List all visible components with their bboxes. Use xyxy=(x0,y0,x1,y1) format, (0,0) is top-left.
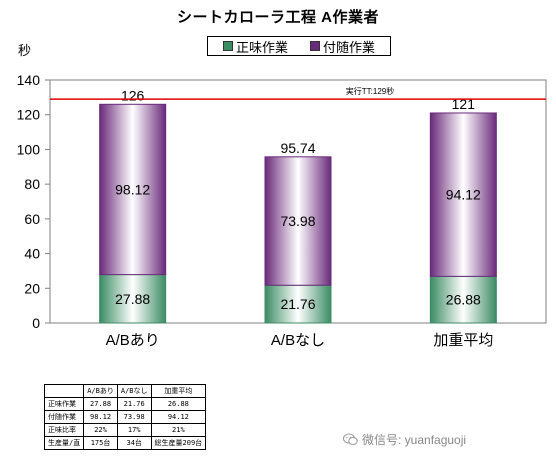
y-tick-label: 140 xyxy=(17,72,41,88)
watermark: 微信号: yuanfaguoji xyxy=(343,431,466,448)
bar-segment xyxy=(429,275,497,324)
x-tick-label: 加重平均 xyxy=(433,332,493,349)
x-tick-label: A/Bなし xyxy=(271,332,325,349)
y-tick-label: 0 xyxy=(32,315,40,331)
data-label: 27.88 xyxy=(115,291,150,307)
table-row-label: 正味作業 xyxy=(43,397,85,411)
legend-item-net-work: 正味作業 xyxy=(222,37,288,56)
table-row: 正味作業 27.88 21.76 26.88 xyxy=(43,397,207,411)
table-cell: 22% xyxy=(83,423,118,437)
total-label: 95.74 xyxy=(280,140,315,156)
table-row-label: 正味比率 xyxy=(43,423,85,437)
legend-item-incidental-work: 付随作業 xyxy=(309,37,375,56)
bar-segment xyxy=(99,103,167,276)
chart-title: シートカローラ工程 A作業者 xyxy=(176,9,379,26)
table-row-label: 付随作業 xyxy=(43,410,85,424)
table-cell: 175台 xyxy=(83,436,118,450)
table-cell: 27.88 xyxy=(83,397,118,411)
total-label: 126 xyxy=(121,87,145,103)
table-cell: 26.88 xyxy=(150,397,207,411)
table-cell: 73.98 xyxy=(116,410,152,424)
data-label: 94.12 xyxy=(446,187,481,203)
x-tick-label: A/Bあり xyxy=(106,332,160,349)
watermark-text: 微信号: yuanfaguoji xyxy=(362,433,467,447)
table-row: 正味比率 22% 17% 21% xyxy=(43,423,207,437)
table-cell: 98.12 xyxy=(83,410,118,424)
table-header-cell: A/Bなし xyxy=(116,384,152,398)
data-label: 26.88 xyxy=(446,292,481,308)
table-cell: 21% xyxy=(150,423,207,437)
y-tick-label: 40 xyxy=(24,246,40,262)
table-cell: 34台 xyxy=(116,436,152,450)
y-tick-label: 80 xyxy=(24,176,40,192)
table-header-cell xyxy=(43,384,85,398)
takt-time-label: 実行TT:129秒 xyxy=(346,86,394,96)
stacked-bar-chart: 0 20 40 60 80 100 120 140 27.88 98.12 126 A/Bあり 21.7… xyxy=(17,72,547,349)
bar-segment xyxy=(429,112,497,277)
wechat-icon xyxy=(343,433,358,445)
table-cell: 94.12 xyxy=(150,410,207,424)
y-tick-label: 100 xyxy=(17,141,41,157)
table-cell: 17% xyxy=(116,423,152,437)
y-tick-label: 20 xyxy=(24,280,40,296)
table-cell: 総生産量209台 xyxy=(150,436,207,450)
bar-segment xyxy=(264,156,332,286)
legend-swatch-incidental-work xyxy=(309,41,320,51)
table-cell: 21.76 xyxy=(116,397,152,411)
legend-swatch-net-work xyxy=(222,41,233,51)
legend-label-incidental-work: 付随作業 xyxy=(322,39,375,55)
data-label: 21.76 xyxy=(280,296,315,312)
data-table: A/Bあり A/Bなし 加重平均 正味作業 27.88 21.76 26.88 … xyxy=(43,384,207,450)
legend-label-net-work: 正味作業 xyxy=(235,39,288,55)
y-axis-label: 秒 xyxy=(18,43,32,58)
table-row: 生産量/直 175台 34台 総生産量209台 xyxy=(43,436,207,450)
table-header-cell: 加重平均 xyxy=(150,384,207,398)
y-tick-label: 60 xyxy=(24,211,40,227)
table-row-label: 生産量/直 xyxy=(43,436,85,450)
chart-legend: 正味作業 付随作業 xyxy=(207,36,391,56)
table-header-cell: A/Bあり xyxy=(83,384,118,398)
total-label: 121 xyxy=(452,96,476,112)
table-row: 付随作業 98.12 73.98 94.12 xyxy=(43,410,207,424)
data-label: 98.12 xyxy=(115,181,150,197)
data-label: 73.98 xyxy=(280,213,315,229)
bar-segment xyxy=(264,284,332,324)
y-tick-label: 120 xyxy=(17,107,41,123)
table-header-row: A/Bあり A/Bなし 加重平均 xyxy=(43,384,207,398)
